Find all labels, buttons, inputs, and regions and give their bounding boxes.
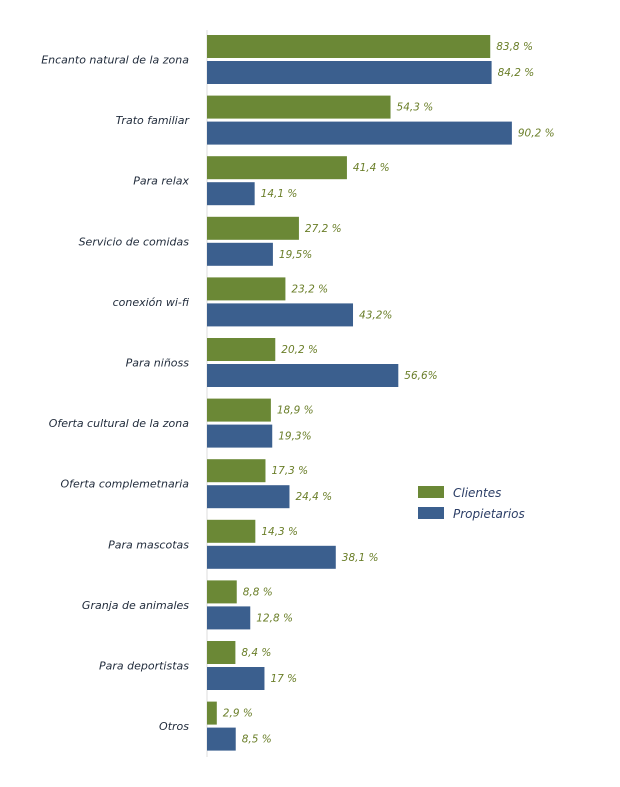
bar-propietarios (207, 728, 236, 751)
category-label: Otros (159, 720, 189, 733)
bar-propietarios (207, 243, 273, 266)
value-label: 20,2 % (281, 344, 318, 356)
value-label: 14,1 % (261, 188, 298, 200)
value-label: 84,2 % (498, 67, 535, 79)
legend-swatch-propietarios (418, 507, 444, 519)
value-label: 19,5% (279, 249, 312, 261)
category-labels: Encanto natural de la zona Trato familiar… (41, 54, 190, 734)
category-label: Trato familiar (116, 114, 191, 127)
bar-clientes (207, 35, 490, 58)
value-label: 8,5 % (242, 734, 272, 746)
bar-propietarios (207, 303, 353, 326)
value-label: 27,2 % (305, 223, 342, 235)
bar-propietarios (207, 667, 264, 690)
bar-propietarios (207, 425, 272, 448)
bar-clientes (207, 520, 255, 543)
bar-clientes (207, 702, 217, 725)
category-label: Oferta complemetnaria (61, 478, 190, 491)
value-label: 14,3 % (261, 526, 298, 538)
category-label: Para relax (133, 175, 189, 188)
bar-clientes (207, 399, 271, 422)
legend-label-propietarios: Propietarios (453, 507, 525, 521)
bar-propietarios (207, 364, 398, 387)
value-label: 19,3% (278, 431, 311, 443)
legend-label-clientes: Clientes (453, 486, 501, 500)
bar-clientes (207, 156, 347, 179)
category-label: Para mascotas (108, 538, 189, 551)
value-label: 54,3 % (397, 102, 434, 114)
category-label: Servicio de comidas (79, 235, 190, 248)
chart-legend: Clientes Propietarios (418, 486, 525, 521)
value-label: 56,6% (404, 370, 437, 382)
bar-propietarios (207, 606, 250, 629)
bar-clientes (207, 277, 285, 300)
value-label: 12,8 % (256, 612, 293, 624)
bar-clientes (207, 217, 299, 240)
value-label: 18,9 % (277, 405, 314, 417)
value-label: 90,2 % (518, 128, 555, 140)
bar-propietarios (207, 122, 512, 145)
value-label: 2,9 % (223, 708, 253, 720)
chart-bars (207, 35, 512, 751)
bar-propietarios (207, 182, 255, 205)
value-labels: 83,8 % 84,2 % 54,3 % 90,2 % 41,4 % 14,1 % 27,2… (223, 41, 555, 746)
value-label: 83,8 % (496, 41, 533, 53)
value-label: 17 % (270, 673, 297, 685)
bar-propietarios (207, 546, 336, 569)
legend-swatch-clientes (418, 486, 444, 498)
value-label: 8,4 % (241, 647, 271, 659)
category-label: conexión wi-fi (113, 296, 190, 309)
bar-clientes (207, 641, 235, 664)
category-label: Para niñoss (126, 357, 190, 370)
bar-clientes (207, 338, 275, 361)
bar-propietarios (207, 485, 289, 508)
value-label: 24,4 % (295, 491, 332, 503)
bar-clientes (207, 96, 391, 119)
value-label: 43,2% (359, 309, 392, 321)
bar-clientes (207, 459, 265, 482)
value-label: 41,4 % (353, 162, 390, 174)
value-label: 17,3 % (271, 465, 308, 477)
value-label: 38,1 % (342, 552, 379, 564)
bar-propietarios (207, 61, 492, 84)
bar-clientes (207, 580, 237, 603)
category-label: Encanto natural de la zona (41, 54, 189, 67)
category-label: Granja de animales (82, 599, 189, 612)
value-label: 23,2 % (291, 283, 328, 295)
category-label: Para deportistas (99, 660, 189, 673)
value-label: 8,8 % (243, 586, 273, 598)
category-label: Oferta cultural de la zona (49, 417, 190, 430)
